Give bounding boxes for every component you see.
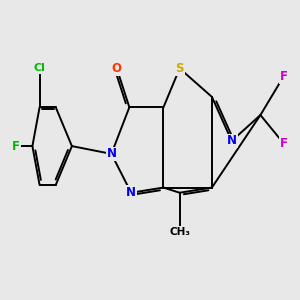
- Text: CH₃: CH₃: [169, 226, 190, 237]
- Text: N: N: [106, 147, 116, 161]
- Text: Cl: Cl: [34, 63, 46, 74]
- Text: O: O: [112, 62, 122, 75]
- Text: F: F: [280, 70, 288, 83]
- Text: S: S: [176, 62, 184, 75]
- Text: F: F: [12, 140, 20, 153]
- Text: F: F: [280, 137, 288, 150]
- Text: N: N: [227, 134, 237, 147]
- Text: N: N: [126, 186, 136, 199]
